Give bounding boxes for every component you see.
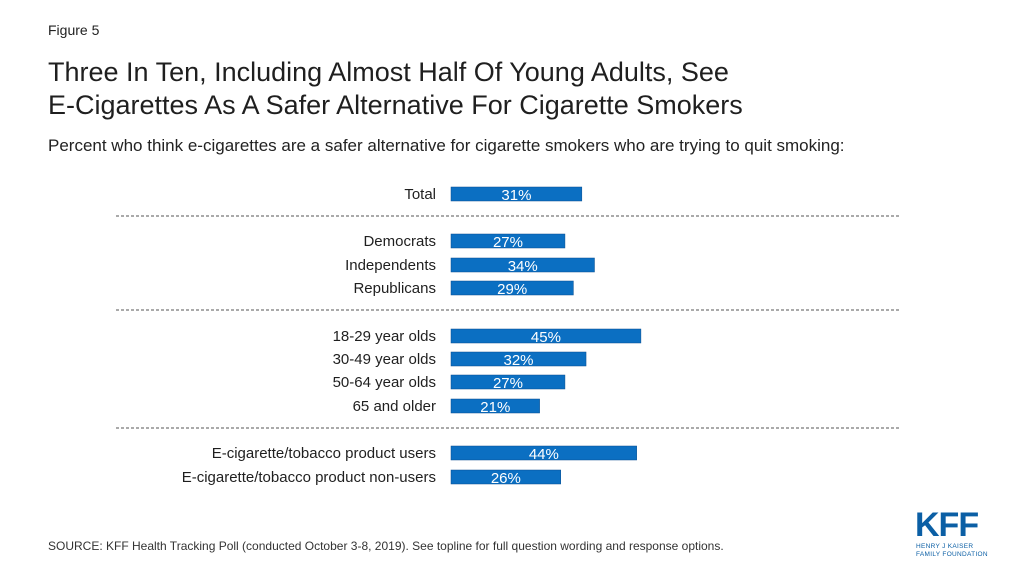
bar: [450, 186, 583, 202]
kff-logo-subtext-line-1: HENRY J KAISER: [916, 543, 974, 550]
bar-value-label: 45%: [531, 329, 561, 346]
category-label: Democrats: [363, 233, 436, 250]
chart-title-line-2: E-Cigarettes As A Safer Alternative For …: [48, 90, 743, 120]
bar-value-label: 27%: [493, 375, 523, 392]
bar: [450, 233, 566, 249]
bar: [450, 469, 561, 485]
bar: [450, 351, 587, 367]
category-label: E-cigarette/tobacco product non-users: [182, 469, 436, 486]
bar: [450, 374, 566, 390]
bar-value-label: 32%: [504, 352, 534, 369]
bar-value-label: 29%: [497, 281, 527, 298]
bar-value-label: 26%: [491, 470, 521, 487]
figure-label: Figure 5: [48, 22, 100, 38]
bar-value-label: 34%: [508, 258, 538, 275]
kff-logo-text: KFF: [915, 506, 979, 544]
bar: [450, 398, 540, 414]
bar-value-label: 27%: [493, 234, 523, 251]
category-label: 18-29 year olds: [333, 328, 436, 345]
category-label: 30-49 year olds: [333, 351, 436, 368]
category-label: Independents: [345, 257, 436, 274]
chart-subtitle: Percent who think e-cigarettes are a saf…: [48, 136, 845, 155]
bar-value-label: 44%: [529, 446, 559, 463]
kff-logo-subtext: HENRY J KAISER FAMILY FOUNDATION: [916, 543, 988, 559]
kff-logo-subtext-line-2: FAMILY FOUNDATION: [916, 551, 988, 558]
category-label: 65 and older: [353, 398, 436, 415]
category-label: Total: [404, 186, 436, 203]
bar-value-label: 21%: [480, 399, 510, 416]
bar: [450, 257, 595, 273]
category-label: 50-64 year olds: [333, 374, 436, 391]
source-note: SOURCE: KFF Health Tracking Poll (conduc…: [48, 539, 724, 553]
category-label: E-cigarette/tobacco product users: [212, 445, 436, 462]
bar: [450, 328, 642, 344]
bar-value-label: 31%: [501, 187, 531, 204]
bar: [450, 280, 574, 296]
category-label: Republicans: [353, 280, 436, 297]
chart-title-line-1: Three In Ten, Including Almost Half Of Y…: [48, 57, 729, 87]
kff-logo: KFF HENRY J KAISER FAMILY FOUNDATION: [900, 508, 990, 560]
chart-title: Three In Ten, Including Almost Half Of Y…: [48, 56, 948, 122]
bar: [450, 445, 637, 461]
